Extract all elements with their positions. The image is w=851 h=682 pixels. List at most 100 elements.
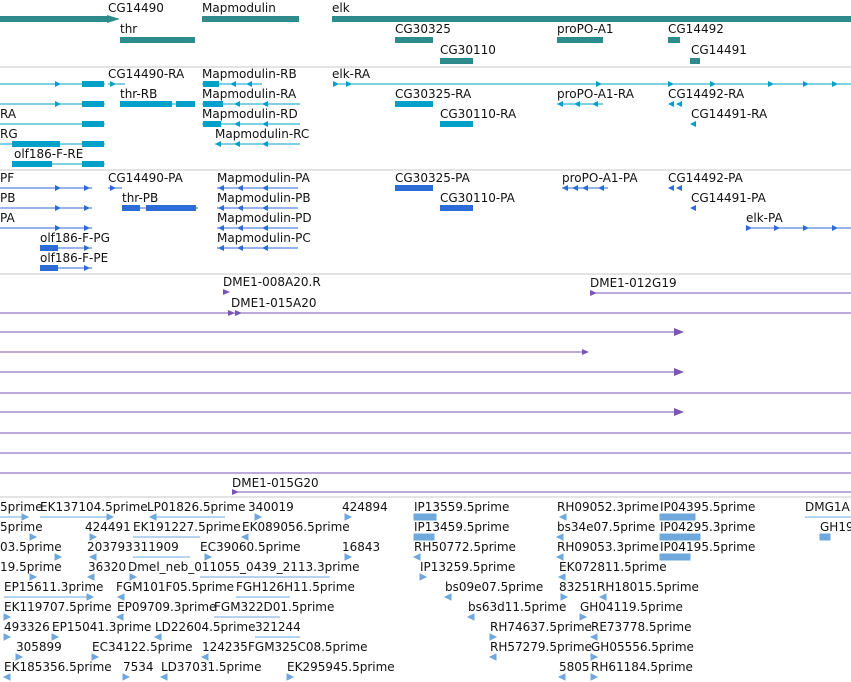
est-label[interactable]: 83251 (559, 580, 597, 594)
est-label[interactable]: GH05556.5prime (591, 640, 694, 654)
rna-label[interactable]: elk-RA (332, 67, 371, 81)
est-label[interactable]: EC39060.5prime (200, 540, 301, 554)
protein-label[interactable]: CG30110-PA (440, 191, 516, 205)
protein-label[interactable]: Mapmodulin-PB (217, 191, 311, 205)
protein-exon[interactable] (40, 265, 58, 271)
protein-exon[interactable] (395, 185, 433, 191)
gene-glyph[interactable] (332, 16, 851, 22)
rna-label[interactable]: Mapmodulin-RB (202, 67, 297, 81)
protein-label[interactable]: proPO-A1-PA (562, 171, 638, 185)
protein-label[interactable]: thr-PB (122, 191, 158, 205)
clone-label[interactable]: DME1-012G19 (590, 276, 677, 290)
gene-glyph[interactable] (557, 37, 603, 43)
est-label[interactable]: EK191227.5prime (133, 520, 241, 534)
gene-glyph[interactable] (202, 16, 299, 22)
est-label[interactable]: IP04295.3prime (660, 520, 755, 534)
est-label[interactable]: 311909 (133, 540, 179, 554)
rna-exon[interactable] (82, 121, 104, 127)
est-label[interactable]: RE73778.5prime (591, 620, 692, 634)
gene-label[interactable]: Mapmodulin (202, 1, 276, 15)
est-label[interactable]: 03.5prime (0, 540, 62, 554)
rna-exon[interactable] (203, 101, 223, 107)
est-label[interactable]: EK137104.5prime (40, 500, 148, 514)
est-label[interactable]: LD22604.5prime (155, 620, 256, 634)
rna-label[interactable]: CG30110-RA (440, 107, 517, 121)
est-label[interactable]: FGM325C08.5prime (248, 640, 368, 654)
est-label[interactable]: RH09052.3prime (557, 500, 659, 514)
rna-label[interactable]: RA (0, 107, 17, 121)
est-label[interactable]: EK295945.5prime (287, 660, 395, 674)
protein-label[interactable]: CG30325-PA (395, 171, 471, 185)
est-label[interactable]: EC34122.5prime (92, 640, 193, 654)
est-label[interactable]: 19.5prime (0, 560, 62, 574)
est-label[interactable]: Dmel_neb_011055_0439_2113.3prime (128, 560, 360, 574)
est-label[interactable]: RH09053.3prime (557, 540, 659, 554)
protein-label[interactable]: CG14491-PA (691, 191, 767, 205)
rna-label[interactable]: thr-RB (120, 87, 157, 101)
est-label[interactable]: FGM322D01.5prime (214, 600, 334, 614)
est-label[interactable]: GH19 (820, 520, 851, 534)
est-label[interactable]: 321244 (255, 620, 301, 634)
rna-label[interactable]: CG30325-RA (395, 87, 472, 101)
clone-label[interactable]: DME1-015A20 (231, 296, 317, 310)
est-label[interactable]: RH57279.5prime (490, 640, 592, 654)
est-label[interactable]: IP13459.5prime (414, 520, 509, 534)
rna-label[interactable]: Mapmodulin-RA (202, 87, 297, 101)
est-label[interactable]: 5prime (0, 520, 43, 534)
rna-label[interactable]: proPO-A1-RA (557, 87, 635, 101)
rna-exon[interactable] (82, 141, 104, 147)
protein-label[interactable]: Mapmodulin-PC (217, 231, 311, 245)
rna-label[interactable]: Mapmodulin-RD (202, 107, 298, 121)
protein-label[interactable]: Mapmodulin-PA (217, 171, 311, 185)
est-label[interactable]: IP13259.5prime (420, 560, 515, 574)
clone-label[interactable]: DME1-008A20.R (223, 275, 321, 289)
est-label[interactable]: 36320 (88, 560, 126, 574)
gene-label[interactable]: CG30325 (395, 22, 451, 36)
est-label[interactable]: RH50772.5prime (414, 540, 516, 554)
rna-label[interactable]: RG (0, 127, 18, 141)
est-label[interactable]: 5805 (559, 660, 590, 674)
rna-label[interactable]: CG14492-RA (668, 87, 745, 101)
gene-glyph[interactable] (120, 37, 195, 43)
rna-exon[interactable] (82, 81, 104, 87)
est-label[interactable]: EK089056.5prime (242, 520, 350, 534)
rna-exon[interactable] (82, 101, 104, 107)
gene-glyph[interactable] (0, 16, 107, 22)
est-label[interactable]: EP09709.3prime (117, 600, 216, 614)
protein-exon[interactable] (440, 205, 473, 211)
protein-label[interactable]: PA (0, 211, 15, 225)
est-label[interactable]: 203793 (87, 540, 133, 554)
gene-glyph[interactable] (440, 58, 473, 64)
est-label[interactable]: EK119707.5prime (4, 600, 112, 614)
est-label[interactable]: IP04195.5prime (660, 540, 755, 554)
protein-label[interactable]: CG14490-PA (108, 171, 184, 185)
est-label[interactable]: EP15041.3prime (52, 620, 151, 634)
rna-label[interactable]: Mapmodulin-RC (215, 127, 309, 141)
clone-label[interactable]: DME1-015G20 (232, 476, 319, 490)
est-label[interactable]: 16843 (342, 540, 380, 554)
rna-exon[interactable] (395, 101, 433, 107)
gene-glyph[interactable] (668, 37, 680, 43)
est-label[interactable]: DMG1A (805, 500, 851, 514)
rna-label[interactable]: CG14491-RA (691, 107, 768, 121)
est-label[interactable]: 7534 (123, 660, 154, 674)
protein-label[interactable]: CG14492-PA (668, 171, 744, 185)
protein-exon[interactable] (146, 205, 196, 211)
est-label[interactable]: 424894 (342, 500, 388, 514)
est-label[interactable]: LP01826.5prime (147, 500, 246, 514)
est-label[interactable]: bs63d11.5prime (468, 600, 566, 614)
gene-glyph[interactable] (395, 37, 433, 43)
gene-label[interactable]: thr (120, 22, 137, 36)
protein-label[interactable]: elk-PA (746, 211, 783, 225)
gene-label[interactable]: proPO-A1 (557, 22, 614, 36)
rna-exon[interactable] (203, 121, 221, 127)
est-label[interactable]: 5prime (0, 500, 43, 514)
est-label[interactable]: FGM101F05.5prime (116, 580, 234, 594)
est-label[interactable]: EK185356.5prime (4, 660, 112, 674)
est-label[interactable]: bs34e07.5prime (557, 520, 655, 534)
protein-exon[interactable] (40, 245, 58, 251)
gene-label[interactable]: CG14491 (691, 43, 747, 57)
est-label[interactable]: bs09e07.5prime (445, 580, 543, 594)
est-label[interactable]: RH18015.5prime (597, 580, 699, 594)
est-label[interactable]: 124235 (202, 640, 248, 654)
